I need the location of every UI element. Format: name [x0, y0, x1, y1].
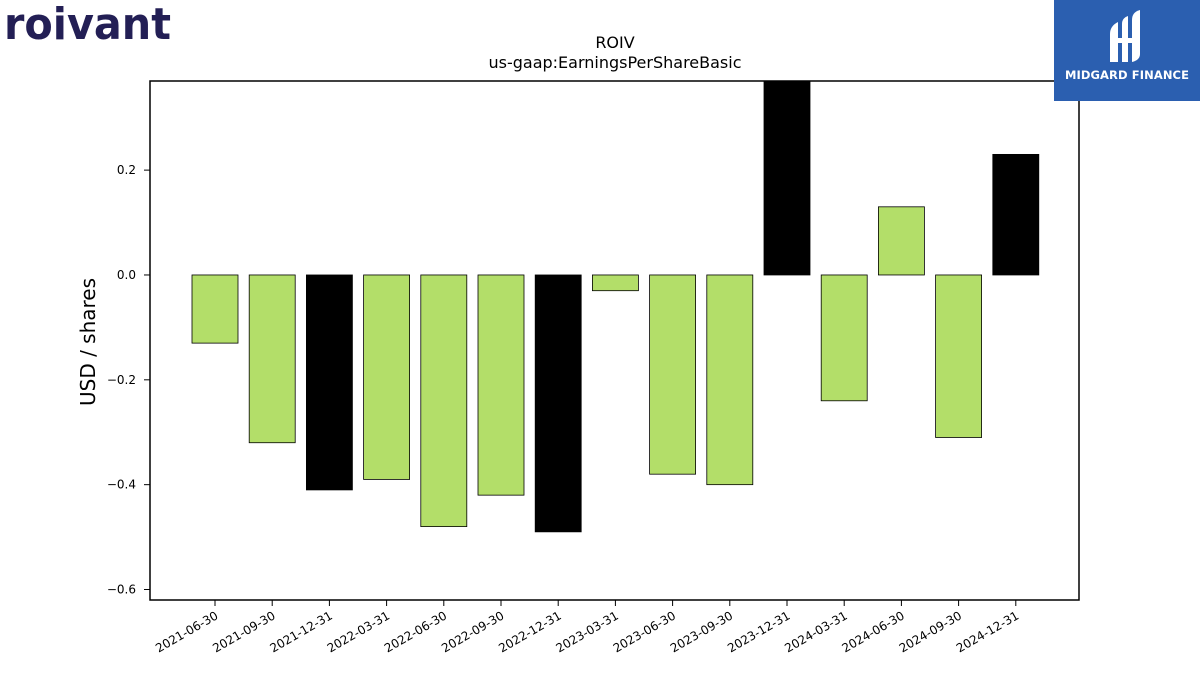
x-tick-label: 2021-09-30	[210, 608, 277, 655]
bar-2021-06-30	[191, 274, 239, 344]
x-tick-label: 2021-06-30	[153, 608, 220, 655]
x-tick-label: 2024-12-31	[954, 608, 1021, 655]
roivant-logo-mark: roivant	[4, 0, 171, 50]
y-tick-label: −0.2	[107, 373, 136, 387]
x-tick-label: 2022-09-30	[439, 608, 506, 655]
bars-layer	[191, 80, 1040, 533]
y-tick-label: −0.4	[107, 478, 136, 492]
bar-2022-06-30	[420, 274, 468, 528]
bar-2023-12-31	[763, 80, 811, 276]
x-tick-label: 2023-03-31	[553, 608, 620, 655]
x-tick-label: 2023-09-30	[668, 608, 735, 655]
x-ticks: 2021-06-302021-09-302021-12-312022-03-31…	[153, 600, 1021, 655]
bar-2023-06-30	[649, 274, 696, 475]
midgard-finance-logo: MIDGARD FINANCE	[1054, 0, 1200, 101]
bar-2022-03-31	[363, 274, 411, 480]
y-tick-label: 0.2	[117, 163, 136, 177]
x-tick-label: 2022-12-31	[496, 608, 563, 655]
bar-2021-12-31	[305, 274, 353, 491]
bar-2023-09-30	[706, 274, 754, 486]
chart-subtitle: us-gaap:EarningsPerShareBasic	[488, 53, 741, 72]
y-tick-label: 0.0	[117, 268, 136, 282]
plot-frame	[149, 80, 1080, 601]
bar-2024-03-31	[820, 274, 868, 402]
midgard-finance-wordmark: MIDGARD FINANCE	[1064, 68, 1190, 82]
x-tick-label: 2022-06-30	[382, 608, 449, 655]
x-tick-label: 2024-06-30	[839, 608, 906, 655]
y-tick-label: −0.6	[107, 583, 136, 597]
bar-2023-03-31	[592, 274, 639, 292]
svg-text:roivant: roivant	[4, 0, 171, 48]
bar-2022-12-31	[534, 274, 582, 533]
roivant-logo: roivant	[4, 0, 176, 52]
bar-2024-06-30	[878, 206, 925, 276]
bar-2021-09-30	[248, 274, 296, 444]
x-tick-label: 2021-12-31	[267, 608, 334, 655]
x-tick-label: 2024-03-31	[782, 608, 849, 655]
x-tick-label: 2022-03-31	[325, 608, 392, 655]
bar-2024-12-31	[992, 153, 1040, 276]
x-tick-label: 2023-06-30	[611, 608, 678, 655]
x-tick-label: 2023-12-31	[725, 608, 792, 655]
x-tick-label: 2024-09-30	[897, 608, 964, 655]
y-ticks: 0.2 0.0 −0.2 −0.4 −0.6	[107, 163, 150, 597]
chart-title: ROIV	[595, 33, 634, 52]
bar-2022-09-30	[477, 274, 525, 496]
midgard-mark-icon	[1110, 10, 1140, 62]
y-axis-label: USD / shares	[76, 278, 100, 406]
bar-2024-09-30	[935, 274, 982, 438]
